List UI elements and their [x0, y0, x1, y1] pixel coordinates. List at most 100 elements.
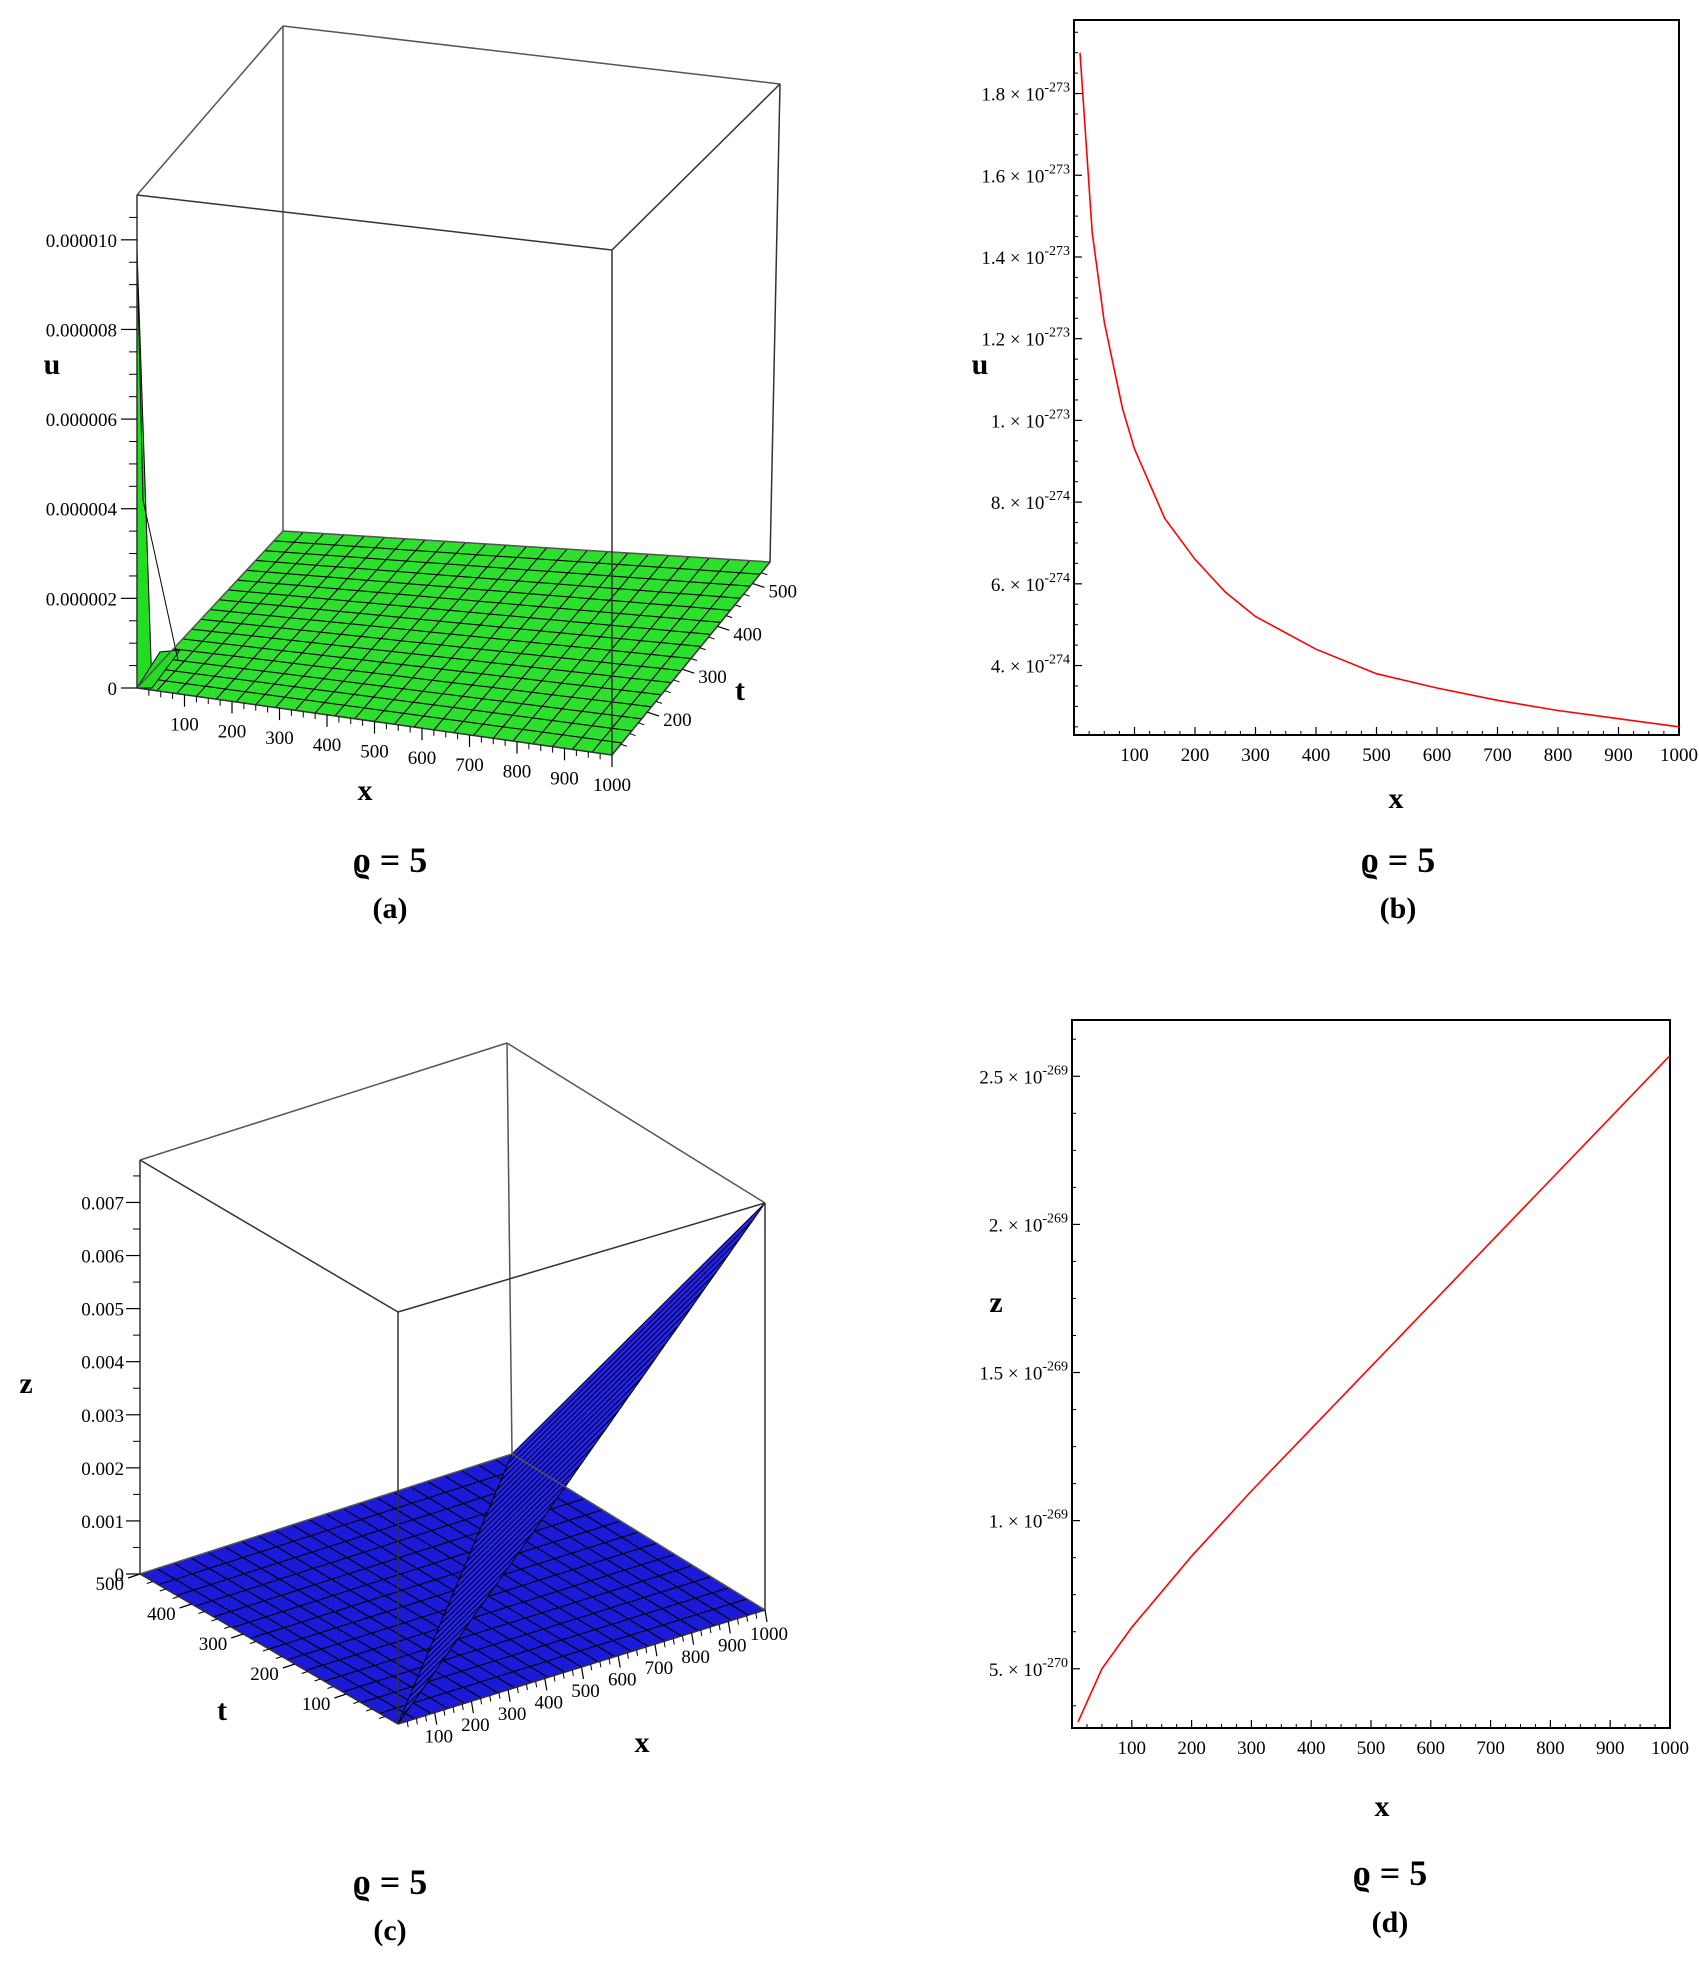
x-tick-label: 400: [1302, 745, 1331, 766]
x-tick-label: 900: [1596, 1738, 1625, 1759]
x-tick-label: 900: [550, 768, 579, 789]
t-minor-tick: [378, 1716, 386, 1719]
y-tick-label: 1.6 × 10-273: [981, 162, 1070, 187]
y-tick-label-mantissa: 8. × 10: [991, 493, 1044, 514]
x-tick-label: 700: [645, 1658, 674, 1679]
z-tick-label: 0.002: [81, 1459, 124, 1480]
x-minor-tick: [425, 1715, 428, 1722]
x-major-tick: [580, 1666, 585, 1680]
t-minor-tick: [743, 593, 750, 597]
x-minor-tick: [709, 1627, 712, 1634]
y-tick-label-mantissa: 1.4 × 10: [981, 248, 1044, 269]
y-tick-label-mantissa: 1. × 10: [989, 1512, 1042, 1533]
x-minor-tick: [736, 1618, 739, 1625]
x-tick-label: 700: [455, 755, 484, 776]
box-front-edge: [136, 194, 613, 251]
t-minor-tick: [301, 1671, 308, 1674]
surface-spike-base: [136, 649, 182, 689]
z-tick-label: 0.000002: [46, 589, 117, 610]
z-tick-label: 0: [108, 679, 118, 700]
t-tick-label: 100: [302, 1694, 331, 1715]
x-tick-label: 300: [498, 1704, 527, 1725]
t-minor-tick: [198, 1611, 205, 1614]
surface-spike: [136, 249, 153, 689]
panel-b-label: (b): [1380, 892, 1417, 925]
panel-d-y-ticks: 5. × 10-270 1. × 10-269 1.5 × 10-269 2. × 1…: [979, 1038, 1080, 1707]
y-tick-label-exponent: -273: [1044, 81, 1070, 96]
x-tick-label: 700: [1476, 1738, 1505, 1759]
x-minor-tick: [553, 1675, 556, 1682]
y-tick-label-exponent: -273: [1044, 244, 1070, 259]
t-tick-label: 500: [768, 581, 797, 602]
t-minor-tick: [172, 1596, 179, 1599]
t-major-tick: [282, 1663, 295, 1669]
panel-c-z-ticks: 0 0.001 0.002 0.003 0.004 0.005 0.006 0.007: [81, 1175, 140, 1586]
x-tick-label: 300: [265, 728, 294, 749]
y-tick-label: 1.5 × 10-269: [979, 1360, 1068, 1385]
x-minor-tick: [571, 1669, 574, 1676]
x-tick-label: 1000: [1651, 1738, 1689, 1759]
panel-a-label: (a): [373, 892, 408, 925]
t-minor-tick: [211, 1618, 218, 1622]
t-major-tick: [682, 668, 695, 674]
panel-d-x-axis-label: x: [1375, 1790, 1390, 1823]
x-tick-label: 100: [424, 1727, 453, 1748]
x-major-tick: [764, 1609, 768, 1623]
x-tick-label: 200: [1177, 1738, 1206, 1759]
x-tick-label: 200: [218, 721, 247, 742]
panel-c-z-axis-label: z: [19, 1367, 32, 1400]
t-minor-tick: [249, 1641, 257, 1644]
box-back-edge: [139, 1042, 508, 1161]
panel-c-x-axis-label: x: [635, 1726, 650, 1759]
panel-c-bounding-box: [139, 1042, 766, 1725]
y-tick-label-mantissa: 5. × 10: [989, 1660, 1042, 1681]
x-minor-tick: [608, 1658, 611, 1665]
y-tick-label: 1.2 × 10-273: [981, 326, 1070, 351]
z-tick-label: 0.006: [81, 1247, 124, 1268]
y-tick-label: 4. × 10-274: [991, 653, 1070, 678]
x-major-tick: [470, 1701, 474, 1714]
panel-a-3d-surface-u: 0 0.000002 0.000004 0.000006 0.000008 0.00001…: [44, 25, 797, 925]
x-tick-label: 300: [1237, 1738, 1266, 1759]
z-tick-label: 0.001: [81, 1512, 124, 1533]
x-minor-tick: [645, 1646, 648, 1654]
x-tick-label: 900: [718, 1635, 747, 1656]
x-minor-tick: [626, 1652, 629, 1659]
x-minor-tick: [663, 1641, 666, 1648]
box-front-edge: [139, 1159, 399, 1313]
y-tick-label-exponent: -274: [1044, 653, 1070, 668]
y-tick-label-exponent: -270: [1042, 1656, 1068, 1671]
x-minor-tick: [718, 1624, 721, 1631]
panel-d-series-line: [1077, 1054, 1671, 1723]
surface-ramp-strip: [492, 1272, 717, 1500]
y-tick-label: 6. × 10-274: [991, 571, 1070, 596]
x-minor-tick: [489, 1695, 492, 1702]
x-major-tick: [434, 1712, 438, 1725]
y-tick-label: 2. × 10-269: [989, 1211, 1068, 1236]
y-tick-label-exponent: -269: [1042, 1508, 1068, 1523]
x-tick-label: 800: [1536, 1738, 1565, 1759]
x-tick-label: 400: [313, 735, 342, 756]
x-minor-tick: [755, 1612, 758, 1619]
x-major-tick: [617, 1655, 621, 1668]
x-minor-tick: [636, 1649, 639, 1656]
x-minor-tick: [746, 1615, 749, 1622]
box-back-edge: [136, 530, 284, 689]
box-back-edge: [136, 25, 284, 196]
surface-ramp-strip: [496, 1254, 729, 1491]
x-minor-tick: [590, 1664, 593, 1671]
surface-ramp-strip: [488, 1289, 705, 1509]
y-tick-label-mantissa: 1.2 × 10: [981, 330, 1044, 351]
t-tick-label: 400: [733, 624, 762, 645]
panel-c-t-axis-label: t: [217, 1694, 227, 1727]
y-tick-label: 8. × 10-274: [991, 489, 1070, 514]
x-tick-label: 500: [571, 1681, 600, 1702]
x-tick-label: 1000: [593, 775, 631, 796]
x-minor-tick: [700, 1629, 703, 1637]
z-tick-label: 0.000004: [46, 500, 118, 521]
x-minor-tick: [516, 1686, 519, 1694]
x-tick-label: 500: [360, 742, 389, 763]
t-minor-tick: [159, 1588, 166, 1592]
